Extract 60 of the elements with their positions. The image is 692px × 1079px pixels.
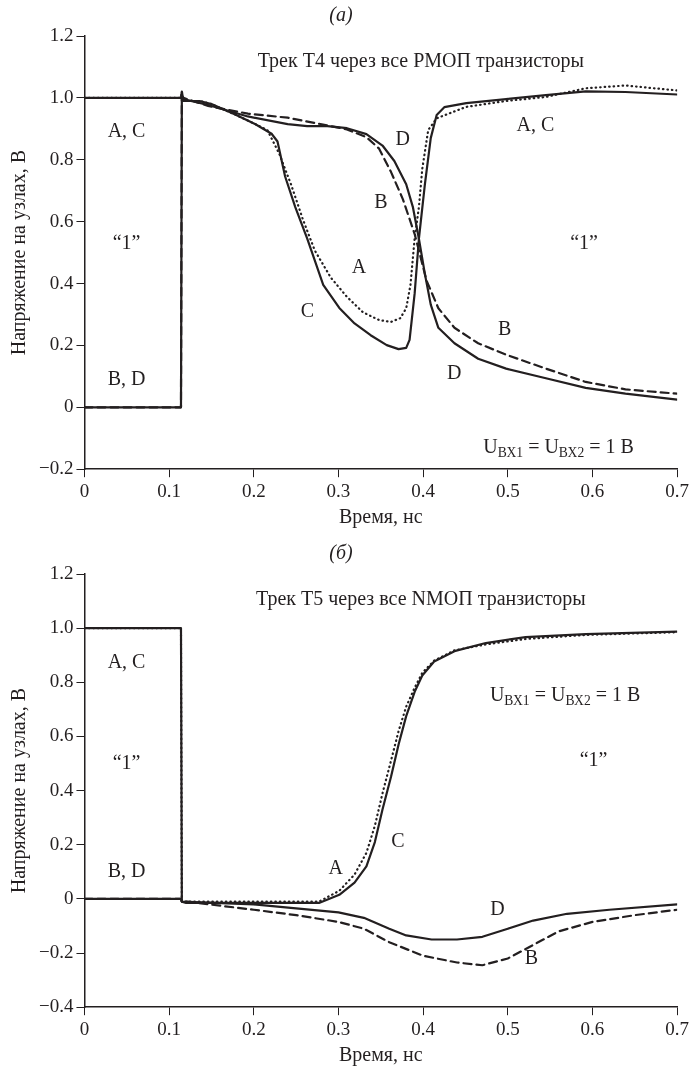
- x-tick-label: 0.3: [326, 1017, 351, 1039]
- annotation: B, D: [107, 859, 146, 882]
- annotation: A: [328, 856, 344, 879]
- x-tick-label: 0: [79, 479, 90, 501]
- annotation: “1”: [579, 747, 608, 770]
- y-tick-label: 1.0: [49, 616, 74, 638]
- annotation: D: [395, 126, 410, 149]
- y-tick-label: −0.2: [39, 457, 74, 479]
- y-tick-label: 0: [63, 395, 74, 417]
- y-tick-label: 0.4: [49, 778, 74, 800]
- y-tick-label: 0.2: [49, 832, 74, 854]
- y-axis-title: Напряжение на узлах, В: [7, 149, 31, 356]
- x-tick-label: 0.3: [326, 479, 351, 501]
- x-tick-label: 0.6: [580, 1017, 605, 1039]
- y-tick-label: −0.4: [39, 995, 74, 1017]
- annotation: A, C: [107, 650, 146, 673]
- chart-title: (а): [329, 3, 353, 27]
- x-tick-label: 0.2: [241, 479, 266, 501]
- x-axis-title: Время, нс: [338, 505, 423, 529]
- y-tick-label: 0.8: [49, 147, 74, 169]
- x-tick-label: 0.1: [157, 479, 182, 501]
- y-tick-label: 0.6: [49, 724, 74, 746]
- chart-title: (б): [329, 541, 354, 565]
- x-tick-label: 0.2: [241, 1017, 266, 1039]
- annotation: A, C: [516, 112, 555, 135]
- annotation: D: [447, 360, 462, 383]
- y-tick-label: 1.2: [49, 23, 74, 45]
- annotation: A, C: [107, 118, 146, 141]
- annotation: “1”: [112, 230, 141, 253]
- annotation: B, D: [107, 366, 146, 389]
- x-tick-label: 0.7: [665, 1017, 689, 1039]
- text: Трек Т5 через все NМОП транзисторы: [255, 587, 586, 611]
- annotation: B: [497, 317, 512, 340]
- y-tick-label: 0.4: [49, 271, 74, 293]
- x-tick-label: 0.5: [495, 479, 520, 501]
- x-tick-label: 0.7: [665, 479, 689, 501]
- x-tick-label: 0: [79, 1017, 90, 1039]
- y-tick-label: 0.6: [49, 209, 74, 231]
- x-tick-label: 0.4: [411, 1017, 436, 1039]
- x-axis-title: Время, нс: [338, 1043, 423, 1067]
- y-tick-label: 1.2: [49, 561, 74, 583]
- x-tick-label: 0.1: [157, 1017, 182, 1039]
- annotation: C: [300, 298, 314, 321]
- annotation: “1”: [112, 750, 141, 773]
- x-tick-label: 0.4: [411, 479, 436, 501]
- y-tick-label: −0.2: [39, 941, 74, 963]
- y-axis-title: Напряжение на узлах, В: [7, 687, 31, 894]
- x-tick-label: 0.6: [580, 479, 605, 501]
- annotation: B: [374, 190, 388, 213]
- y-tick-label: 0.8: [49, 670, 74, 692]
- annotation: D: [490, 896, 505, 919]
- y-tick-label: 0.2: [49, 333, 74, 355]
- annotation: C: [391, 829, 405, 852]
- annotation: A: [351, 255, 367, 278]
- annotation: “1”: [570, 230, 598, 253]
- annotation: B: [524, 945, 538, 968]
- y-tick-label: 1.0: [49, 85, 74, 107]
- x-tick-label: 0.5: [495, 1017, 520, 1039]
- y-tick-label: 0: [63, 886, 74, 908]
- text: Трек Т4 через все PМОП транзисторы: [257, 49, 584, 73]
